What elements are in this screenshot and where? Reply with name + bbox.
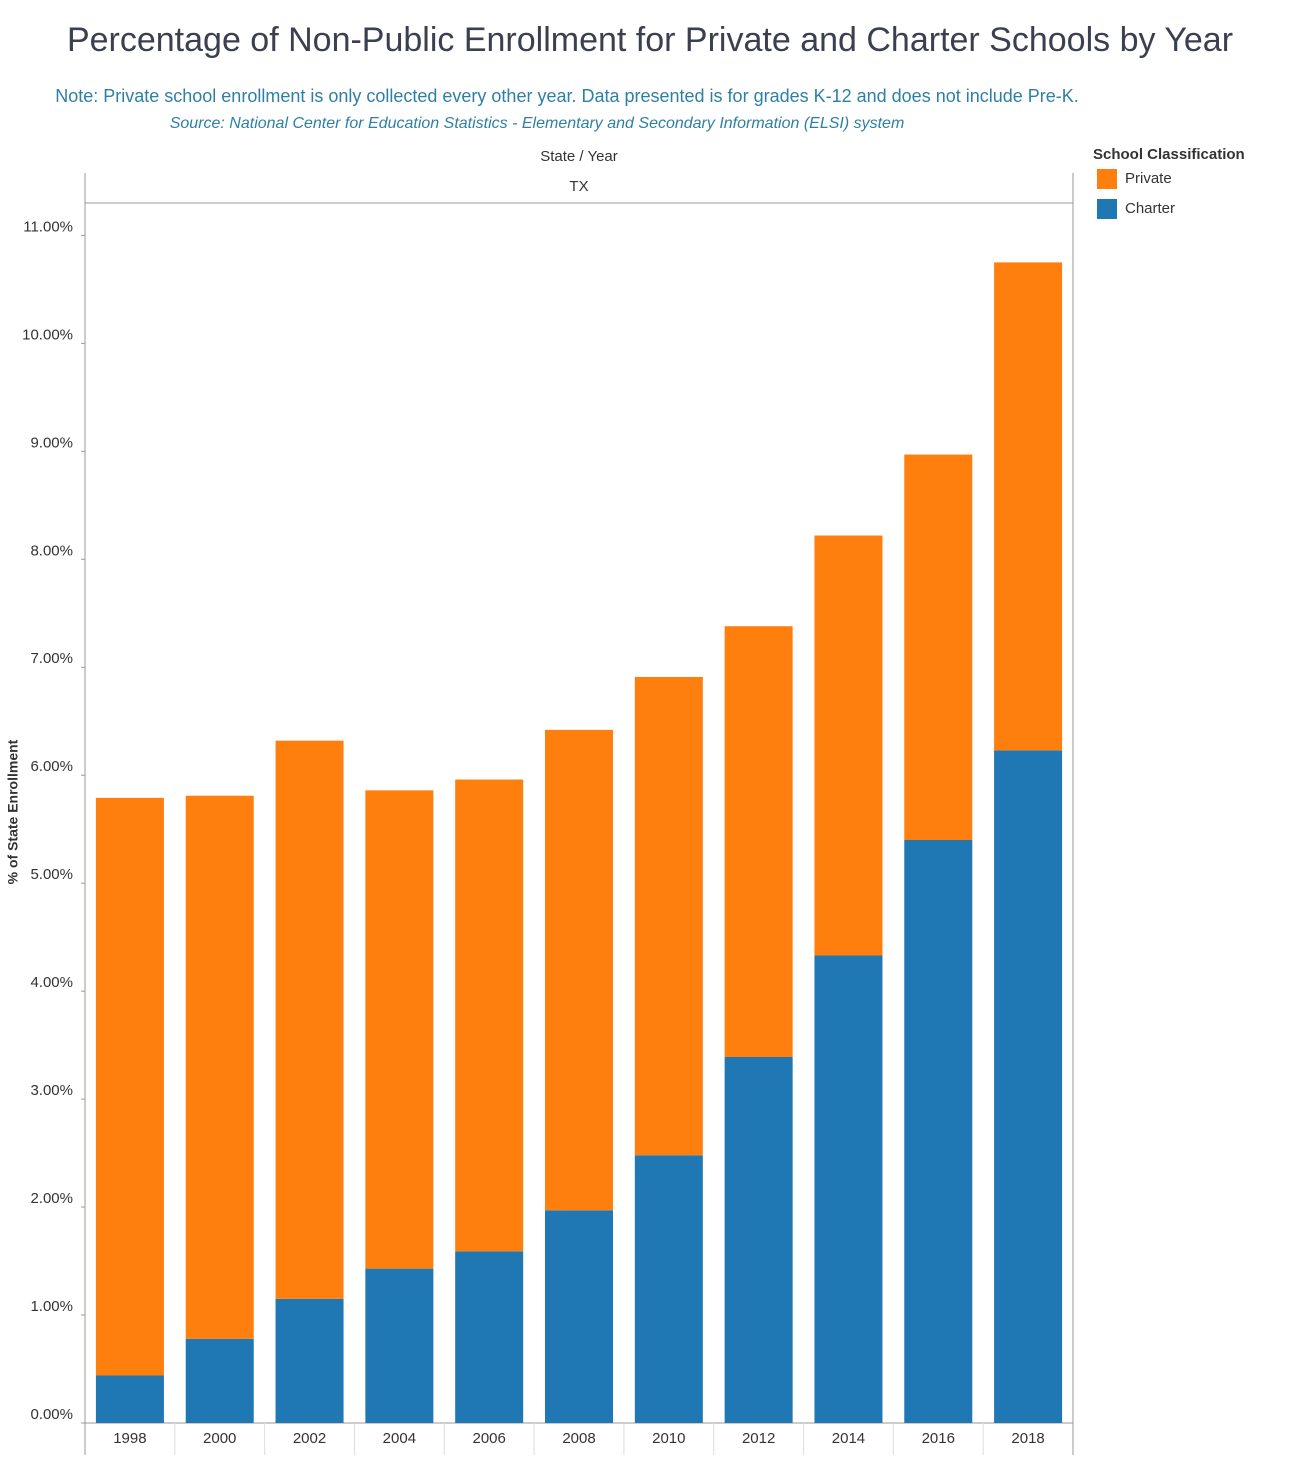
bar-segment (185, 795, 254, 1339)
x-tick-label: 2002 (293, 1430, 326, 1447)
bar-segment (814, 535, 883, 956)
x-tick-label: 2000 (203, 1430, 236, 1447)
chart-title: Percentage of Non-Public Enrollment for … (67, 21, 1233, 59)
bar-segment (455, 1251, 524, 1423)
x-tick-label: 2004 (383, 1430, 416, 1447)
y-tick-label: 2.00% (30, 1190, 73, 1207)
y-tick-label: 4.00% (30, 974, 73, 991)
bar-segment (455, 779, 524, 1252)
source: Source: National Center for Education St… (170, 115, 905, 132)
x-header: State / Year (540, 148, 618, 165)
bar-segment (994, 750, 1063, 1423)
y-tick-label: 10.00% (22, 326, 73, 343)
x-tick-label: 2010 (652, 1430, 685, 1447)
bar-segment (185, 1338, 254, 1423)
y-axis-label: % of State Enrollment (5, 739, 21, 884)
y-tick-label: 1.00% (30, 1298, 73, 1315)
bar-segment (994, 262, 1063, 751)
bar-segment (275, 1298, 344, 1423)
bar-segment (904, 454, 973, 840)
bar-segment (365, 790, 434, 1269)
bar-segment (275, 740, 344, 1299)
y-tick-label: 9.00% (30, 434, 73, 451)
y-tick-label: 11.00% (23, 218, 73, 235)
x-tick-label: 2012 (742, 1430, 775, 1447)
y-tick-label: 5.00% (30, 866, 73, 883)
bar-segment (814, 955, 883, 1423)
x-tick-label: 2016 (922, 1430, 955, 1447)
x-tick-label: 2008 (562, 1430, 595, 1447)
legend-swatch (1097, 169, 1117, 189)
bar-segment (634, 676, 703, 1156)
legend-label: Private (1125, 170, 1172, 187)
x-tick-label: 2018 (1011, 1430, 1044, 1447)
bar-segment (95, 1375, 164, 1423)
y-tick-label: 0.00% (30, 1406, 73, 1423)
legend-label: Charter (1125, 200, 1175, 217)
legend-swatch (1097, 199, 1117, 219)
bar-segment (95, 797, 164, 1376)
panel-label: TX (569, 178, 588, 195)
note: Note: Private school enrollment is only … (55, 86, 1079, 106)
y-tick-label: 8.00% (30, 542, 73, 559)
y-tick-label: 3.00% (30, 1082, 73, 1099)
bar-segment (634, 1155, 703, 1423)
bar-segment (724, 626, 793, 1057)
legend-title: School Classification (1093, 146, 1245, 163)
y-tick-label: 6.00% (30, 758, 73, 775)
x-tick-label: 2006 (472, 1430, 505, 1447)
x-tick-label: 2014 (832, 1430, 865, 1447)
bar-segment (724, 1057, 793, 1423)
bar-segment (365, 1268, 434, 1423)
bar-segment (904, 839, 973, 1423)
bar-segment (545, 729, 613, 1211)
x-tick-label: 1998 (113, 1430, 146, 1447)
bar-segment (545, 1210, 613, 1423)
y-tick-label: 7.00% (30, 650, 73, 667)
